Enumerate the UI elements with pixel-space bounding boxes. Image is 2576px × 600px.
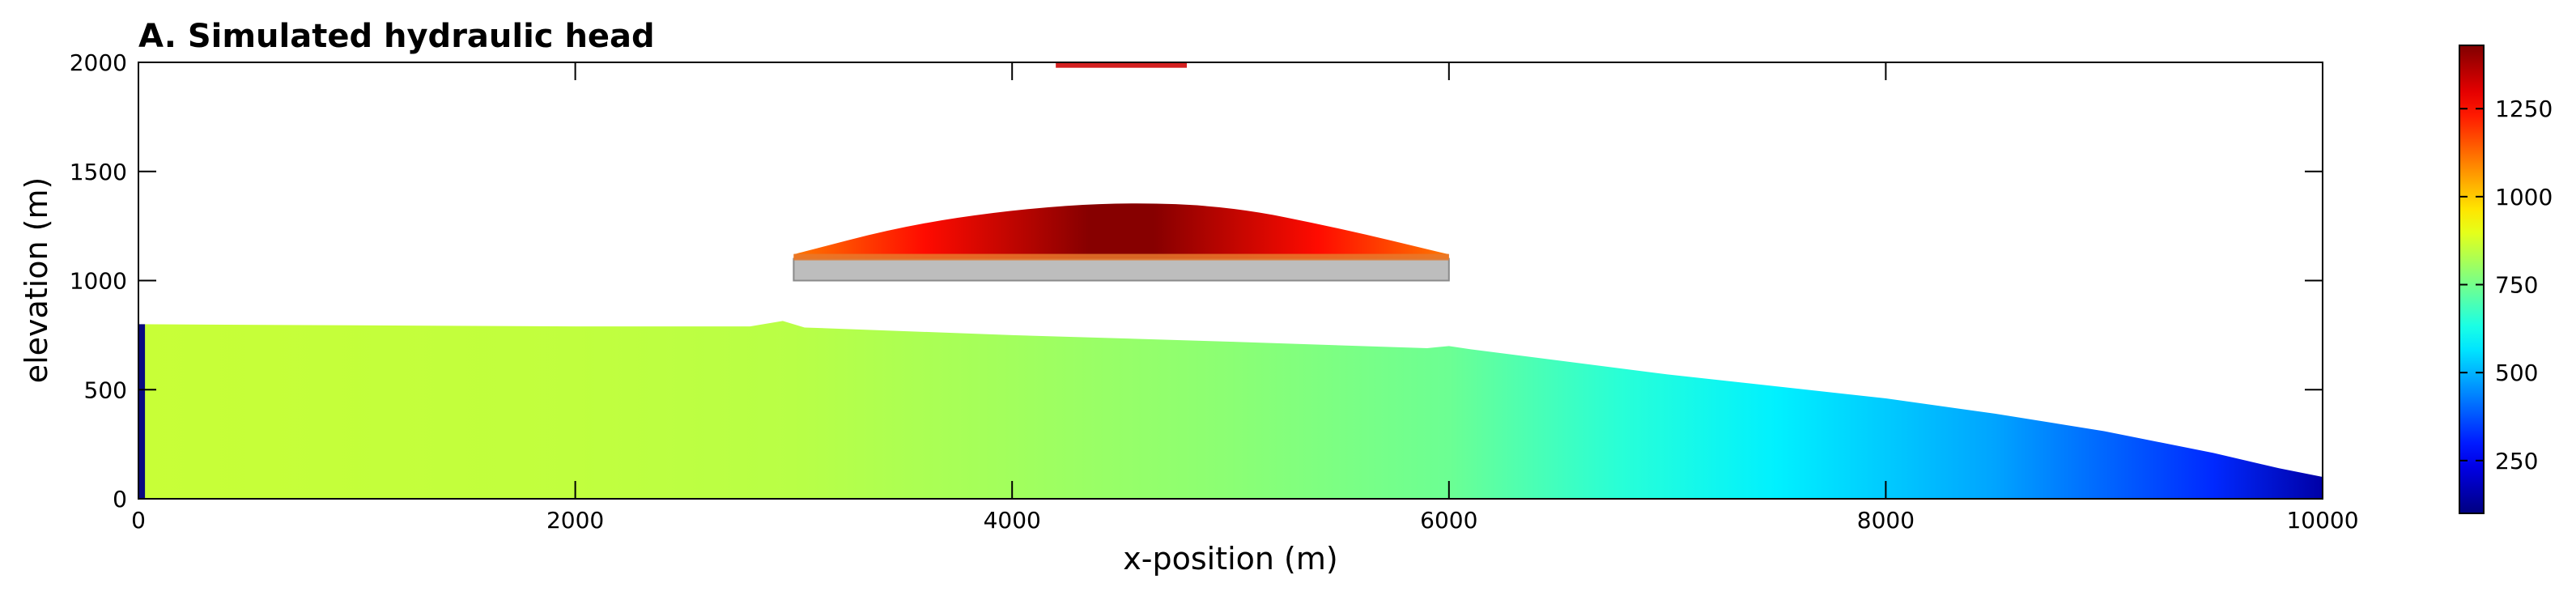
main-aquifer-region (138, 321, 2323, 499)
y-tick-label: 500 (84, 377, 127, 403)
colorbar-tick-label: 750 (2495, 272, 2538, 299)
y-tick-label: 0 (113, 486, 127, 513)
perched-aquifer-base-band (793, 253, 1449, 261)
perched-aquifer-region (793, 203, 1449, 259)
y-tick-label: 1000 (70, 268, 127, 295)
x-tick-label: 2000 (546, 507, 604, 534)
recharge-zone-marker (1056, 62, 1188, 68)
colorbar-tick-label: 1000 (2495, 184, 2553, 211)
chart-title: A. Simulated hydraulic head (138, 18, 655, 55)
plot-area (138, 62, 2323, 499)
x-tick-label: 8000 (1857, 507, 1915, 534)
y-axis-label: elevation (m) (19, 177, 54, 384)
x-tick-label: 6000 (1420, 507, 1477, 534)
x-tick-label: 4000 (984, 507, 1041, 534)
colorbar-tick-label: 250 (2495, 448, 2538, 474)
colorbar-tick-label: 1250 (2495, 96, 2553, 122)
aquitard-layer (793, 257, 1450, 282)
y-axis: 0 500 1000 1500 2000 (70, 49, 2323, 513)
colorbar-ticks: 250 500 750 1000 1250 (2459, 96, 2553, 474)
x-tick-label: 10000 (2286, 507, 2358, 534)
left-boundary-cells (138, 324, 146, 499)
y-tick-label: 1500 (70, 159, 127, 185)
colorbar: 250 500 750 1000 1250 (2459, 45, 2553, 514)
x-axis-label: x-position (m) (1123, 541, 1337, 577)
colorbar-scale (2459, 45, 2485, 514)
colorbar-tick-label: 500 (2495, 360, 2538, 386)
x-tick-label: 0 (131, 507, 146, 534)
x-axis: 0 2000 4000 6000 8000 10000 (131, 62, 2359, 534)
y-tick-label: 2000 (70, 49, 127, 76)
